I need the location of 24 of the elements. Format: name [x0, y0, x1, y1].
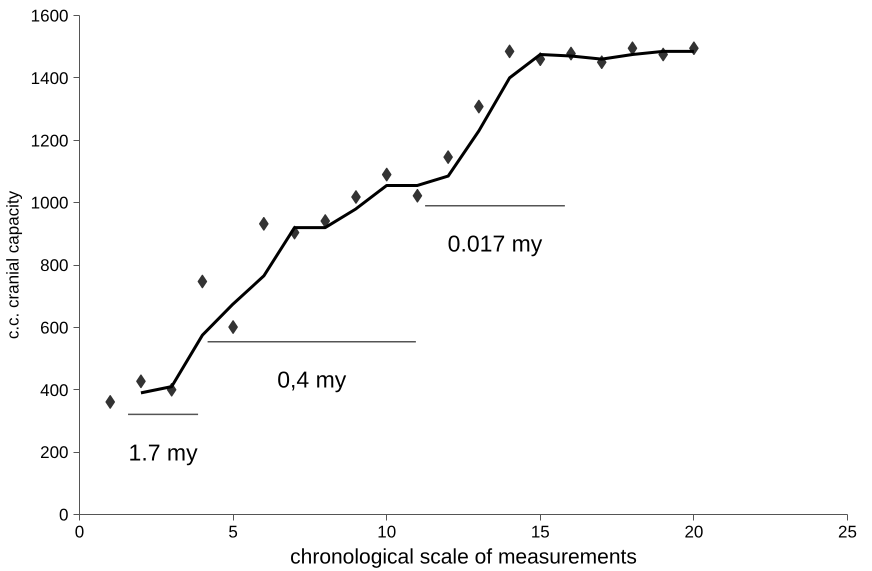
y-tick-label: 800 — [40, 256, 69, 275]
y-tick-label: 1200 — [30, 131, 69, 150]
x-tick-label: 20 — [684, 522, 704, 542]
y-tick-label: 1400 — [30, 68, 69, 88]
y-axis-title: c.c. cranial capacity — [4, 190, 23, 340]
x-tick-label: 15 — [530, 522, 550, 542]
y-tick-label: 400 — [40, 380, 69, 400]
y-tick-label: 0 — [59, 506, 69, 524]
y-tick-label: 1000 — [30, 194, 69, 213]
point — [258, 216, 269, 231]
x-tick-label: 10 — [377, 522, 396, 542]
annotation: 1.7 my — [128, 439, 198, 466]
y-tick-label: 200 — [40, 443, 69, 462]
x-tick-label: 0 — [74, 522, 84, 542]
point — [105, 394, 116, 409]
x-axis-title: chronological scale of measurements — [290, 546, 637, 568]
annotation: 0,4 my — [277, 366, 347, 393]
annotation: 0.017 my — [448, 230, 543, 257]
point — [382, 168, 392, 182]
y-tick-label: 1600 — [30, 6, 69, 26]
point — [320, 214, 330, 228]
x-tick-label: 25 — [838, 522, 857, 542]
x-tick-label: 5 — [228, 522, 238, 542]
y-tick-label: 600 — [40, 318, 69, 338]
